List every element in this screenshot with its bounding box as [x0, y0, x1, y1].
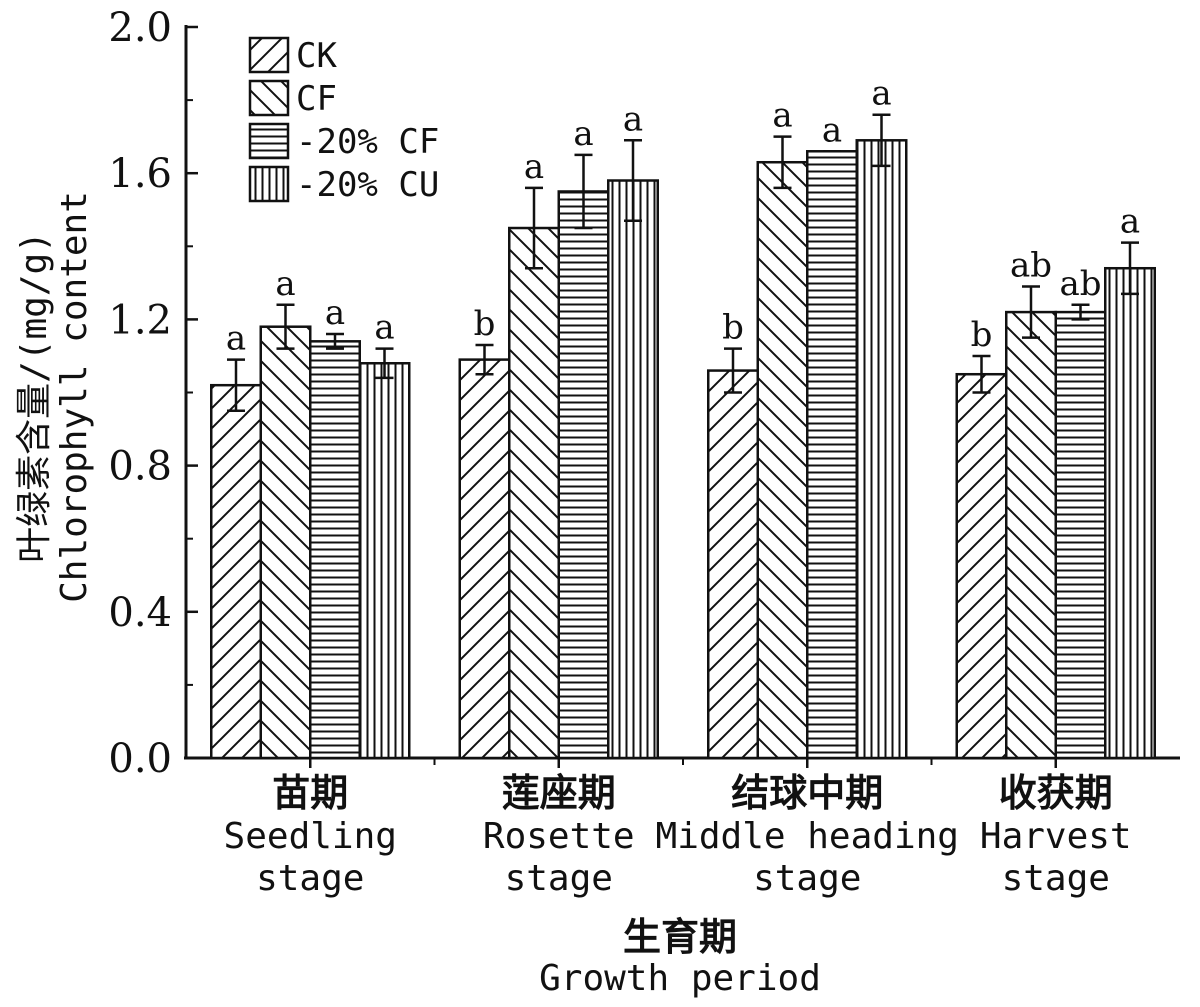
significance-label: a — [822, 110, 842, 150]
significance-label: a — [772, 96, 792, 136]
bar — [508, 226, 560, 760]
bar — [955, 372, 1008, 760]
significance-label: b — [722, 308, 744, 348]
category-label-stage: stage — [1002, 858, 1110, 899]
category-label-cn: 莲座期 — [502, 771, 616, 815]
y-tick-label: 0.4 — [108, 590, 172, 636]
significance-label: a — [1120, 202, 1140, 242]
significance-label: a — [623, 99, 643, 139]
significance-label: ab — [1059, 264, 1101, 304]
bar — [358, 362, 411, 760]
bar — [607, 179, 659, 760]
y-axis-title-cn: 叶绿素含量/(mg/g) — [14, 231, 55, 563]
bar — [458, 358, 511, 760]
legend-label: CK — [296, 36, 337, 76]
y-tick-label: 1.6 — [108, 151, 172, 197]
bar — [259, 325, 312, 760]
bar — [1005, 310, 1057, 760]
category-label-cn: 收获期 — [999, 771, 1113, 815]
bar — [707, 369, 759, 760]
legend-label: CF — [296, 79, 337, 119]
category-label-stage: stage — [505, 858, 613, 899]
significance-label: a — [226, 319, 246, 359]
significance-label: b — [971, 315, 993, 355]
y-tick-label: 2.0 — [108, 5, 172, 51]
significance-label: a — [524, 147, 544, 187]
x-axis-title-en: Growth period — [539, 958, 821, 999]
x-axis-title-cn: 生育期 — [623, 915, 737, 959]
legend-label: -20% CU — [296, 165, 439, 205]
significance-label: a — [275, 264, 295, 304]
category-label-stage: stage — [256, 858, 364, 899]
legend-swatch — [248, 122, 290, 160]
category-label-en: Rosette — [483, 816, 635, 857]
legend-label: -20% CF — [296, 122, 439, 162]
bar — [855, 139, 908, 760]
bar — [210, 383, 262, 760]
significance-label: b — [474, 304, 496, 344]
significance-label: a — [374, 308, 394, 348]
bar — [557, 190, 610, 760]
y-tick-label: 0.0 — [108, 736, 172, 782]
legend-swatch — [248, 79, 290, 117]
legend-swatch — [248, 165, 290, 203]
y-tick-label: 0.8 — [108, 444, 172, 490]
bar — [756, 160, 809, 760]
legend-swatch — [248, 36, 290, 74]
category-label-en: Seedling — [224, 816, 397, 857]
y-axis-title-en: Chlorophyll content — [54, 191, 95, 603]
significance-label: ab — [1010, 246, 1052, 286]
category-label-stage: stage — [753, 858, 861, 899]
bar — [806, 150, 858, 760]
category-label-en: Middle heading — [656, 816, 959, 857]
significance-label: a — [573, 114, 593, 154]
y-tick-label: 1.2 — [108, 297, 172, 343]
significance-label: a — [325, 293, 345, 333]
significance-label: a — [871, 74, 891, 114]
bar — [1054, 310, 1107, 760]
bar — [1104, 266, 1156, 760]
category-label-cn: 结球中期 — [731, 771, 883, 815]
bar — [309, 340, 361, 760]
category-label-cn: 苗期 — [272, 771, 348, 815]
category-label-en: Harvest — [980, 816, 1132, 857]
